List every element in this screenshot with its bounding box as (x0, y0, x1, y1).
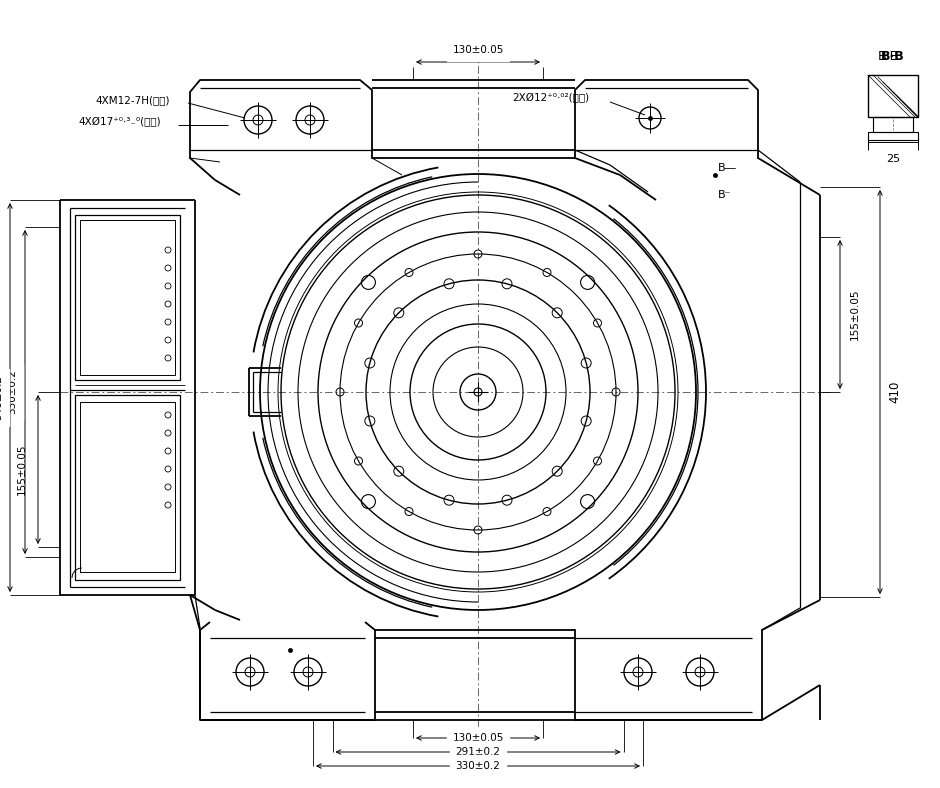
Text: 330±0.2: 330±0.2 (7, 370, 17, 414)
Text: 155±0.05: 155±0.05 (850, 288, 860, 340)
Text: 291±0.2: 291±0.2 (456, 747, 500, 757)
Text: 155±0.05: 155±0.05 (17, 444, 27, 495)
Text: 348±0.2: 348±0.2 (0, 375, 3, 420)
Text: 4XØ17⁺⁰⋅³₋⁰(通孔): 4XØ17⁺⁰⋅³₋⁰(通孔) (78, 117, 161, 127)
Bar (868, 132, 918, 140)
Text: 410: 410 (888, 381, 901, 403)
Text: B―: B― (718, 163, 737, 173)
Bar (80, 220, 175, 375)
Text: 2XØ12⁺⁰⋅⁰²(通孔): 2XØ12⁺⁰⋅⁰²(通孔) (512, 93, 589, 103)
Text: B⁻: B⁻ (718, 190, 731, 200)
Text: 25: 25 (885, 154, 901, 164)
Text: 130±0.05: 130±0.05 (452, 733, 504, 743)
Bar (75, 395, 180, 580)
Bar (868, 75, 918, 117)
Text: 130±0.05: 130±0.05 (452, 45, 504, 55)
Text: 330±0.2: 330±0.2 (456, 761, 500, 771)
Text: 4XM12-7H(通孔): 4XM12-7H(通孔) (95, 95, 169, 105)
Bar (873, 117, 913, 132)
Bar (80, 402, 175, 572)
Text: B·B: B·B (877, 50, 899, 63)
Bar (75, 215, 180, 380)
Text: B·B: B·B (881, 50, 905, 63)
